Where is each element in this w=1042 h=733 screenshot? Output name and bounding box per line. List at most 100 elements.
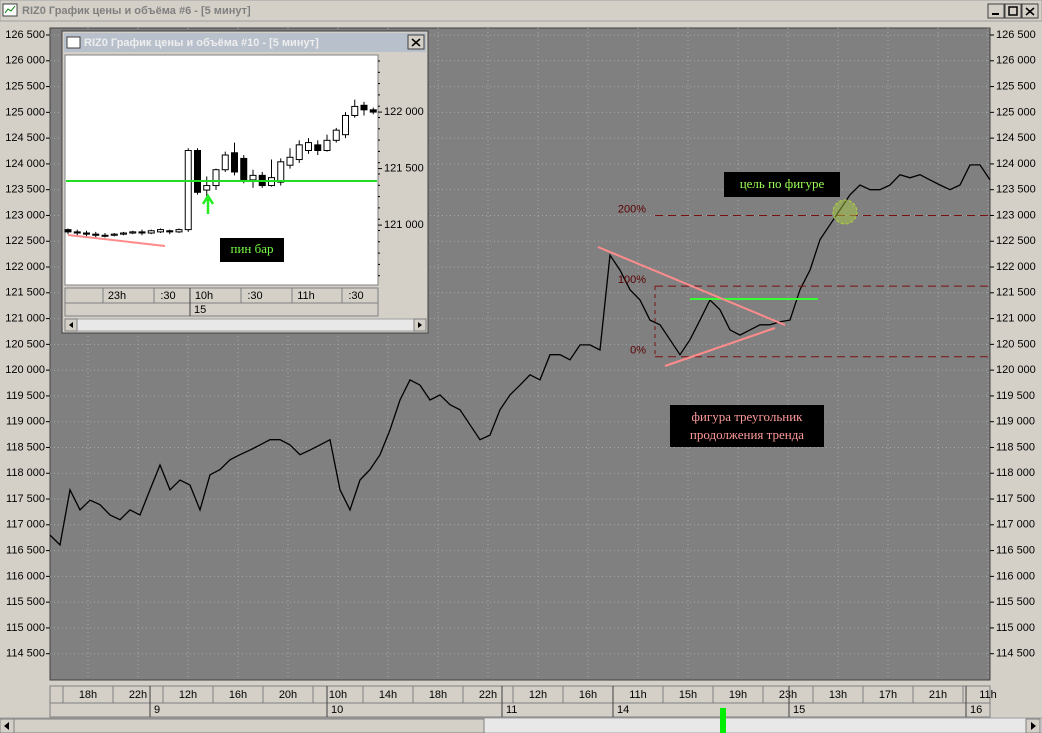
y-tick-label: 126 500	[5, 29, 45, 41]
candle-body	[194, 150, 201, 193]
candle-body	[157, 229, 164, 233]
y-tick-label: 123 000	[5, 209, 45, 221]
candle-body	[369, 109, 377, 113]
candle-body	[147, 230, 155, 234]
inset-close-icon	[411, 38, 421, 47]
x-tick-label: 21h	[929, 689, 947, 701]
x-tick-label: 17h	[879, 689, 897, 701]
x-tick-label: 23h	[108, 290, 126, 302]
x-tick-label: 18h	[79, 689, 97, 701]
inset-time-axis	[64, 287, 379, 317]
y-tick-label: 120 500	[5, 338, 45, 350]
x-tick-label: 13h	[829, 689, 847, 701]
inset-scroll-left-icon	[69, 322, 73, 328]
candle-body	[314, 144, 322, 152]
inset-title: RIZ0 График цены и объёма #10 - [5 минут…	[84, 37, 319, 49]
x-tick-label: :30	[160, 290, 175, 302]
pin-bar-label: пин бар	[230, 241, 273, 256]
candle-body	[221, 154, 229, 171]
x-tick-label: 11h	[297, 290, 315, 302]
inset-scrollbar[interactable]	[64, 318, 427, 332]
position-marker	[720, 708, 726, 733]
y-tick-label: 116 000	[6, 570, 45, 582]
window-title: RIZ0 График цены и объёма #6 - [5 минут]	[22, 5, 251, 17]
y2-tick-label: 124 500	[996, 132, 1036, 144]
y-tick-label: 117 500	[6, 493, 45, 505]
y-tick-label: 121 000	[5, 312, 45, 324]
y2-tick-label: 117 000	[996, 519, 1035, 531]
x-tick-label: :30	[247, 290, 262, 302]
candle-body	[73, 231, 81, 234]
x-tick-label: 20h	[279, 689, 297, 701]
candle-body	[231, 152, 238, 173]
candle-body	[212, 169, 220, 187]
y2-tick-label: 116 500	[996, 544, 1035, 556]
maximize-button[interactable]	[1004, 3, 1022, 19]
y-tick-label: 122 500	[5, 235, 45, 247]
x-tick-label: 10h	[195, 290, 213, 302]
triangle-upper-line	[597, 246, 786, 326]
inset-icon	[66, 36, 81, 49]
candle-body	[332, 129, 340, 141]
window-buttons	[987, 3, 1039, 19]
pattern-label: фигура треугольник	[691, 409, 803, 424]
y-tick-label: 121 500	[384, 162, 424, 174]
x-tick-label: 22h	[479, 689, 497, 701]
x-tick-label: 11h	[979, 689, 997, 701]
y2-tick-label: 114 500	[996, 648, 1035, 660]
y2-tick-label: 120 500	[996, 338, 1036, 350]
y2-tick-label: 119 500	[996, 390, 1035, 402]
y2-tick-label: 121 500	[996, 287, 1036, 299]
close-icon	[1025, 7, 1035, 16]
y-tick-label: 126 000	[5, 55, 45, 67]
x-tick-label: :30	[348, 290, 363, 302]
x-tick-label: 23h	[779, 689, 797, 701]
y2-tick-label: 122 500	[996, 235, 1036, 247]
y2-tick-label: 121 000	[996, 312, 1036, 324]
pin-bar-box	[220, 238, 284, 262]
scroll-left-icon	[4, 722, 9, 730]
inset-chart: 121 000 121 500 122 000 23h:30 10h:30 11h:30 1…	[64, 60, 424, 316]
x-tick-label: 16h	[579, 689, 597, 701]
day-label: 15	[194, 304, 206, 316]
x-tick-label: 12h	[179, 689, 197, 701]
target-circle	[832, 199, 858, 225]
y2-tick-label: 122 000	[996, 261, 1036, 273]
day-label: 10	[331, 704, 343, 716]
candle-body	[101, 234, 109, 237]
y-tick-label: 115 500	[6, 596, 45, 608]
day-label: 16	[970, 704, 982, 716]
window-icon-line	[4, 5, 16, 14]
time-axis	[49, 685, 991, 718]
y-tick-label: 114 500	[6, 648, 45, 660]
candle-body	[129, 231, 137, 234]
candle-body	[360, 104, 368, 111]
title-bar	[0, 0, 1042, 22]
x-tick-label: 18h	[429, 689, 447, 701]
x-tick-label: 16h	[229, 689, 247, 701]
candle-body	[277, 161, 285, 183]
y2-tick-label: 124 000	[996, 158, 1036, 170]
candle-body	[120, 232, 127, 235]
y2-tick-label: 115 500	[996, 596, 1035, 608]
scroll-thumb[interactable]	[13, 718, 485, 733]
y2-tick-label: 123 500	[996, 184, 1036, 196]
y-tick-label: 125 500	[5, 80, 45, 92]
pattern-label: продолжения тренда	[690, 427, 804, 442]
candle-body	[240, 157, 248, 181]
candle-body	[249, 174, 257, 181]
day-label: 11	[506, 704, 517, 716]
candle-body	[342, 114, 349, 136]
y-tick-label: 122 000	[384, 106, 424, 118]
day-label: 14	[617, 704, 629, 716]
y-tick-label: 118 500	[6, 441, 45, 453]
candle-body	[295, 144, 303, 161]
inset-scroll-right-icon	[418, 322, 422, 328]
candle-body	[110, 233, 118, 236]
y2-tick-label: 117 500	[996, 493, 1035, 505]
y-tick-label: 119 000	[6, 416, 45, 428]
minimize-button[interactable]	[987, 3, 1005, 19]
fib-label: 200%	[618, 203, 646, 215]
target-label-box	[724, 172, 840, 197]
y-tick-label: 122 000	[5, 261, 45, 273]
